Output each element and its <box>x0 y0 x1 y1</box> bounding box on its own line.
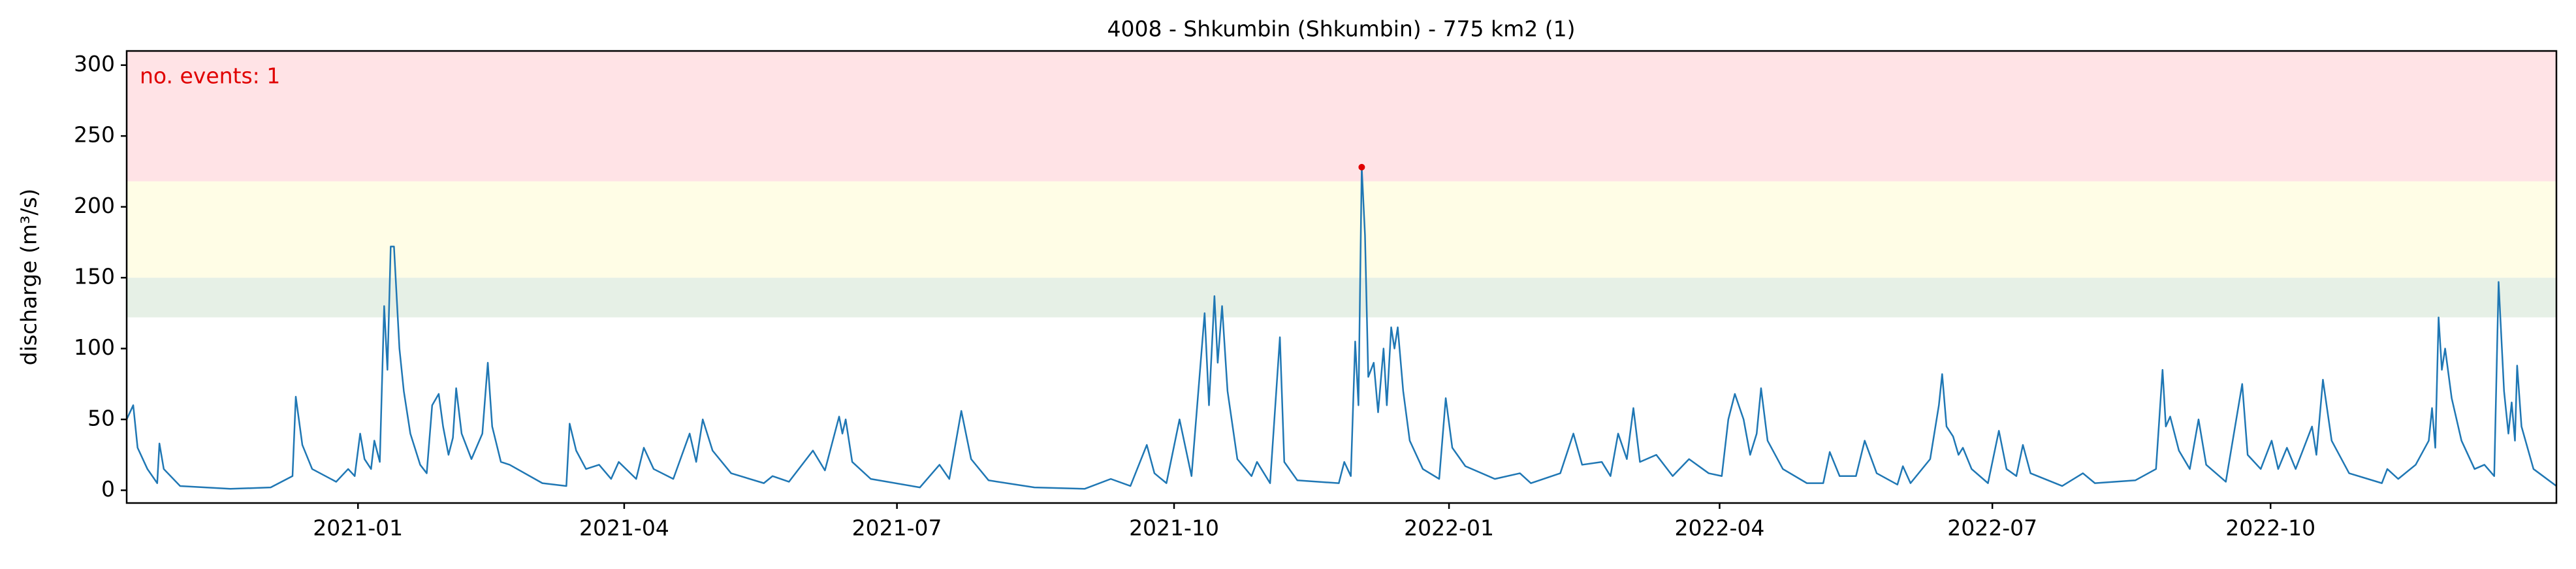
annotation: no. events: 1 <box>140 63 280 89</box>
y-tick-label: 150 <box>74 264 115 289</box>
threshold-band <box>127 181 2556 278</box>
x-tick-label: 2022-10 <box>2225 515 2315 541</box>
x-tick-label: 2022-07 <box>1947 515 2037 541</box>
threshold-band <box>127 51 2556 182</box>
y-tick-label: 100 <box>74 334 115 360</box>
x-tick-label: 2021-04 <box>579 515 669 541</box>
x-tick-label: 2022-04 <box>1675 515 1765 541</box>
y-tick-label: 300 <box>74 51 115 76</box>
y-tick-label: 0 <box>101 476 115 502</box>
x-tick-label: 2021-01 <box>313 515 403 541</box>
threshold-band <box>127 278 2556 317</box>
x-tick-label: 2021-10 <box>1129 515 1219 541</box>
y-tick-label: 50 <box>87 406 115 431</box>
event-marker <box>1358 163 1365 171</box>
discharge-line <box>125 166 2557 490</box>
x-tick-label: 2021-07 <box>852 515 942 541</box>
y-tick-label: 200 <box>74 193 115 218</box>
chart-title: 4008 - Shkumbin (Shkumbin) - 775 km2 (1) <box>1107 16 1575 42</box>
y-axis-label: discharge (m³/s) <box>16 189 42 366</box>
y-tick-label: 250 <box>74 122 115 148</box>
x-tick-label: 2022-01 <box>1404 515 1494 541</box>
